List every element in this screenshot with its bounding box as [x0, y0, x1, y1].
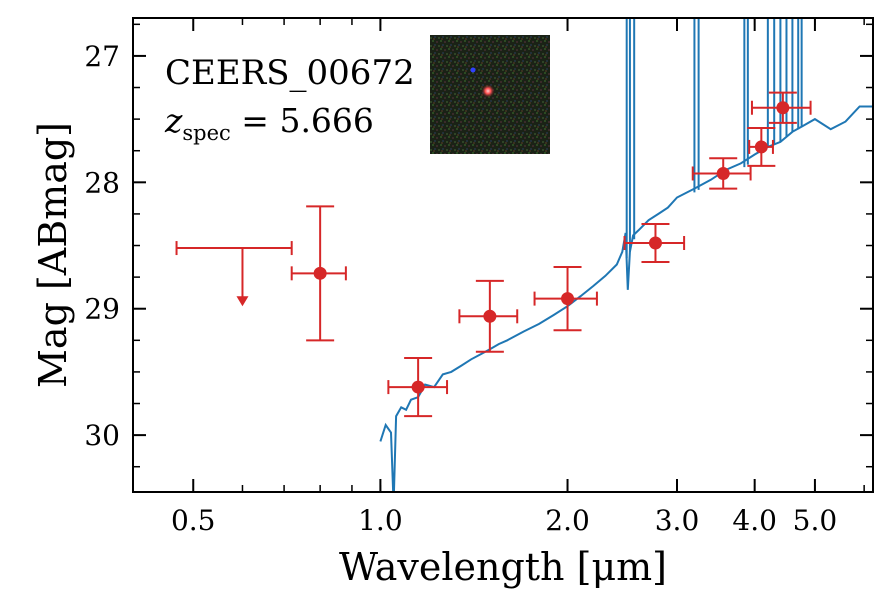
x-tick-label: 0.5	[171, 504, 216, 537]
data-marker	[754, 140, 768, 154]
x-tick-label: 1.0	[358, 504, 403, 537]
upper-limit-point	[175, 241, 293, 307]
redshift-label: zspec = 5.666	[164, 101, 374, 145]
galaxy-cutout	[430, 35, 550, 154]
data-marker	[483, 309, 497, 323]
redshift-value: = 5.666	[231, 101, 374, 140]
y-tick-label: 27	[84, 40, 120, 73]
y-tick-label: 30	[84, 419, 120, 452]
photometry-point	[623, 223, 686, 263]
x-axis-label: Wavelength [μm]	[339, 545, 667, 589]
redshift-sub: spec	[182, 121, 230, 145]
upper-limit-arrow	[236, 296, 249, 307]
photometry-point	[747, 126, 776, 167]
data-marker	[648, 236, 662, 250]
chart-title: CEERS_00672	[165, 53, 415, 93]
x-tick-label: 3.0	[655, 504, 700, 537]
y-axis-label: Mag [ABmag]	[31, 122, 75, 388]
y-tick-label: 29	[84, 293, 120, 326]
photometry-point	[691, 157, 752, 190]
x-tick-label: 2.0	[545, 504, 590, 537]
photometry-point	[290, 205, 347, 342]
data-marker	[313, 266, 327, 280]
axis-ticks: 0.5 1.0 2.0 3.0 4.0 5.0 27 28 29 30	[84, 18, 873, 537]
photometry-point	[750, 91, 812, 124]
data-marker	[716, 166, 730, 180]
data-marker	[776, 101, 790, 115]
x-tick-label: 4.0	[732, 504, 777, 537]
data-marker	[411, 380, 425, 394]
data-marker	[561, 292, 575, 306]
photometry-point	[533, 266, 598, 332]
photometry-point	[458, 279, 519, 353]
plot-frame	[132, 17, 874, 493]
photometry-point	[387, 357, 449, 418]
x-tick-label: 5.0	[793, 504, 838, 537]
photometry-points	[175, 91, 812, 418]
y-tick-label: 28	[84, 166, 120, 199]
redshift-z: z	[164, 101, 183, 140]
